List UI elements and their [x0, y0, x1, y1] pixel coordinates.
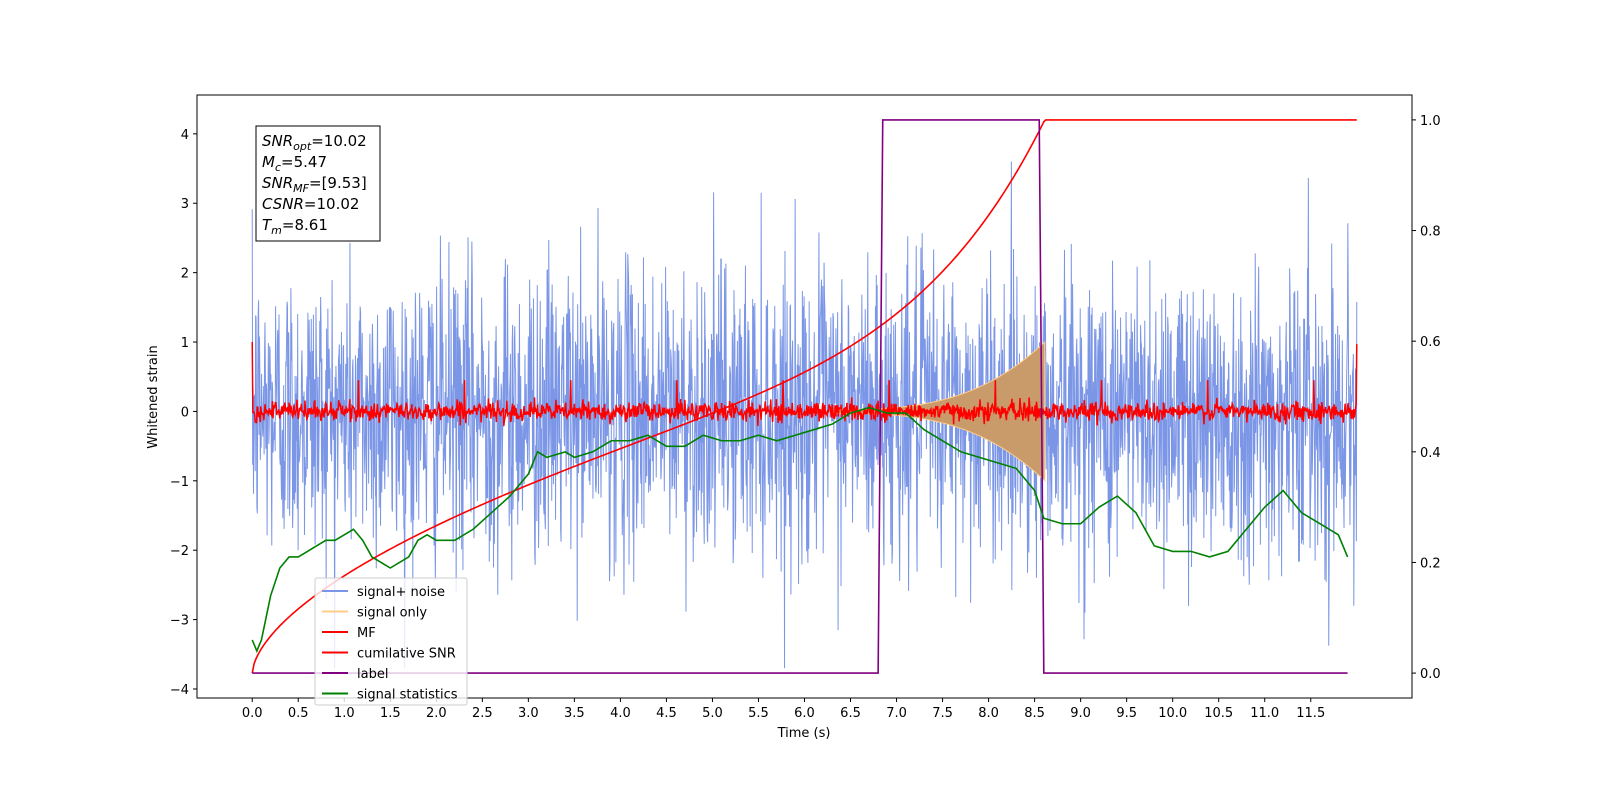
y-tick-label: 0 [181, 405, 189, 420]
x-tick-label: 3.0 [518, 706, 539, 721]
y2-tick-label: 0.8 [1420, 225, 1441, 240]
x-axis-label: Time (s) [777, 726, 831, 741]
y-axis-label: Whitened strain [146, 345, 161, 448]
x-tick-label: 8.5 [1024, 706, 1045, 721]
y2-tick-label: 0.0 [1420, 667, 1441, 682]
x-tick-label: 0.5 [288, 706, 309, 721]
legend: signal+ noise signal only MF cumilative SNR… [314, 577, 468, 706]
legend-frame [314, 577, 468, 706]
x-tick-label: 3.5 [564, 706, 585, 721]
y-tick-label: 3 [181, 197, 189, 212]
x-tick-label: 2.0 [426, 706, 447, 721]
legend-label: cumilative SNR [357, 647, 456, 662]
x-tick-label: 6.5 [840, 706, 861, 721]
mf-line [251, 342, 1358, 427]
legend-label: signal statistics [357, 688, 458, 703]
annotation-frame [255, 125, 381, 242]
y-tick-label: −2 [170, 544, 189, 559]
x-tick-label: 4.0 [610, 706, 631, 721]
y2-tick-label: 0.4 [1420, 446, 1441, 461]
y-tick-label: 2 [181, 267, 189, 282]
annotation-line: SNRMF=[9.53] [262, 174, 367, 195]
x-tick-label: 2.5 [472, 706, 493, 721]
y2-axis-ticks: 1.0 0.8 0.6 0.4 0.2 0.0 [1412, 114, 1441, 682]
legend-label: signal+ noise [357, 585, 445, 600]
mf-layer [251, 342, 1358, 427]
x-tick-label: 0.0 [242, 706, 263, 721]
y-tick-label: −1 [170, 475, 189, 490]
y2-tick-label: 1.0 [1420, 114, 1441, 129]
x-tick-label: 5.5 [748, 706, 769, 721]
x-tick-label: 9.0 [1070, 706, 1091, 721]
x-tick-label: 7.5 [932, 706, 953, 721]
y-tick-label: −4 [170, 683, 189, 698]
y2-tick-label: 0.6 [1420, 335, 1441, 350]
annotation-line: Mc=5.47 [262, 153, 327, 174]
x-tick-label: 8.0 [978, 706, 999, 721]
annotation-box: SNRopt=10.02Mc=5.47SNRMF=[9.53]CSNR=10.0… [255, 125, 381, 242]
annotation-line: Tm=8.61 [262, 216, 328, 237]
legend-label: MF [357, 626, 376, 641]
line-layer [251, 119, 1357, 674]
y-tick-label: −3 [170, 614, 189, 629]
x-tick-label: 1.5 [380, 706, 401, 721]
annotation-line: SNRopt=10.02 [262, 132, 367, 153]
legend-label: label [357, 667, 388, 682]
x-tick-label: 11.5 [1296, 706, 1325, 721]
x-tick-label: 4.5 [656, 706, 677, 721]
x-tick-label: 10.0 [1158, 706, 1187, 721]
annotation-line: CSNR=10.02 [262, 195, 359, 213]
x-tick-label: 9.5 [1116, 706, 1137, 721]
legend-label: signal only [357, 606, 427, 621]
signal-noise-line [251, 161, 1358, 669]
x-tick-label: 1.0 [334, 706, 355, 721]
x-axis-ticks: 0.0 0.5 1.0 1.5 2.0 2.5 3.0 3.5 4.0 4.5 5.0 5.5 6.0 6… [242, 698, 1325, 721]
y-tick-label: 4 [181, 128, 189, 143]
x-tick-label: 11.0 [1250, 706, 1279, 721]
y2-tick-label: 0.2 [1420, 556, 1441, 571]
x-tick-label: 7.0 [886, 706, 907, 721]
x-tick-label: 5.0 [702, 706, 723, 721]
label-line [252, 119, 1348, 674]
cumulative-snr-line [251, 119, 1357, 674]
signal-noise-layer [251, 161, 1358, 669]
y-axis-ticks: 4 3 2 1 0 −1 −2 −3 −4 [170, 128, 197, 698]
signal-statistics-line [251, 406, 1349, 654]
y-tick-label: 1 [181, 336, 189, 351]
x-tick-label: 10.5 [1204, 706, 1233, 721]
x-tick-label: 6.0 [794, 706, 815, 721]
